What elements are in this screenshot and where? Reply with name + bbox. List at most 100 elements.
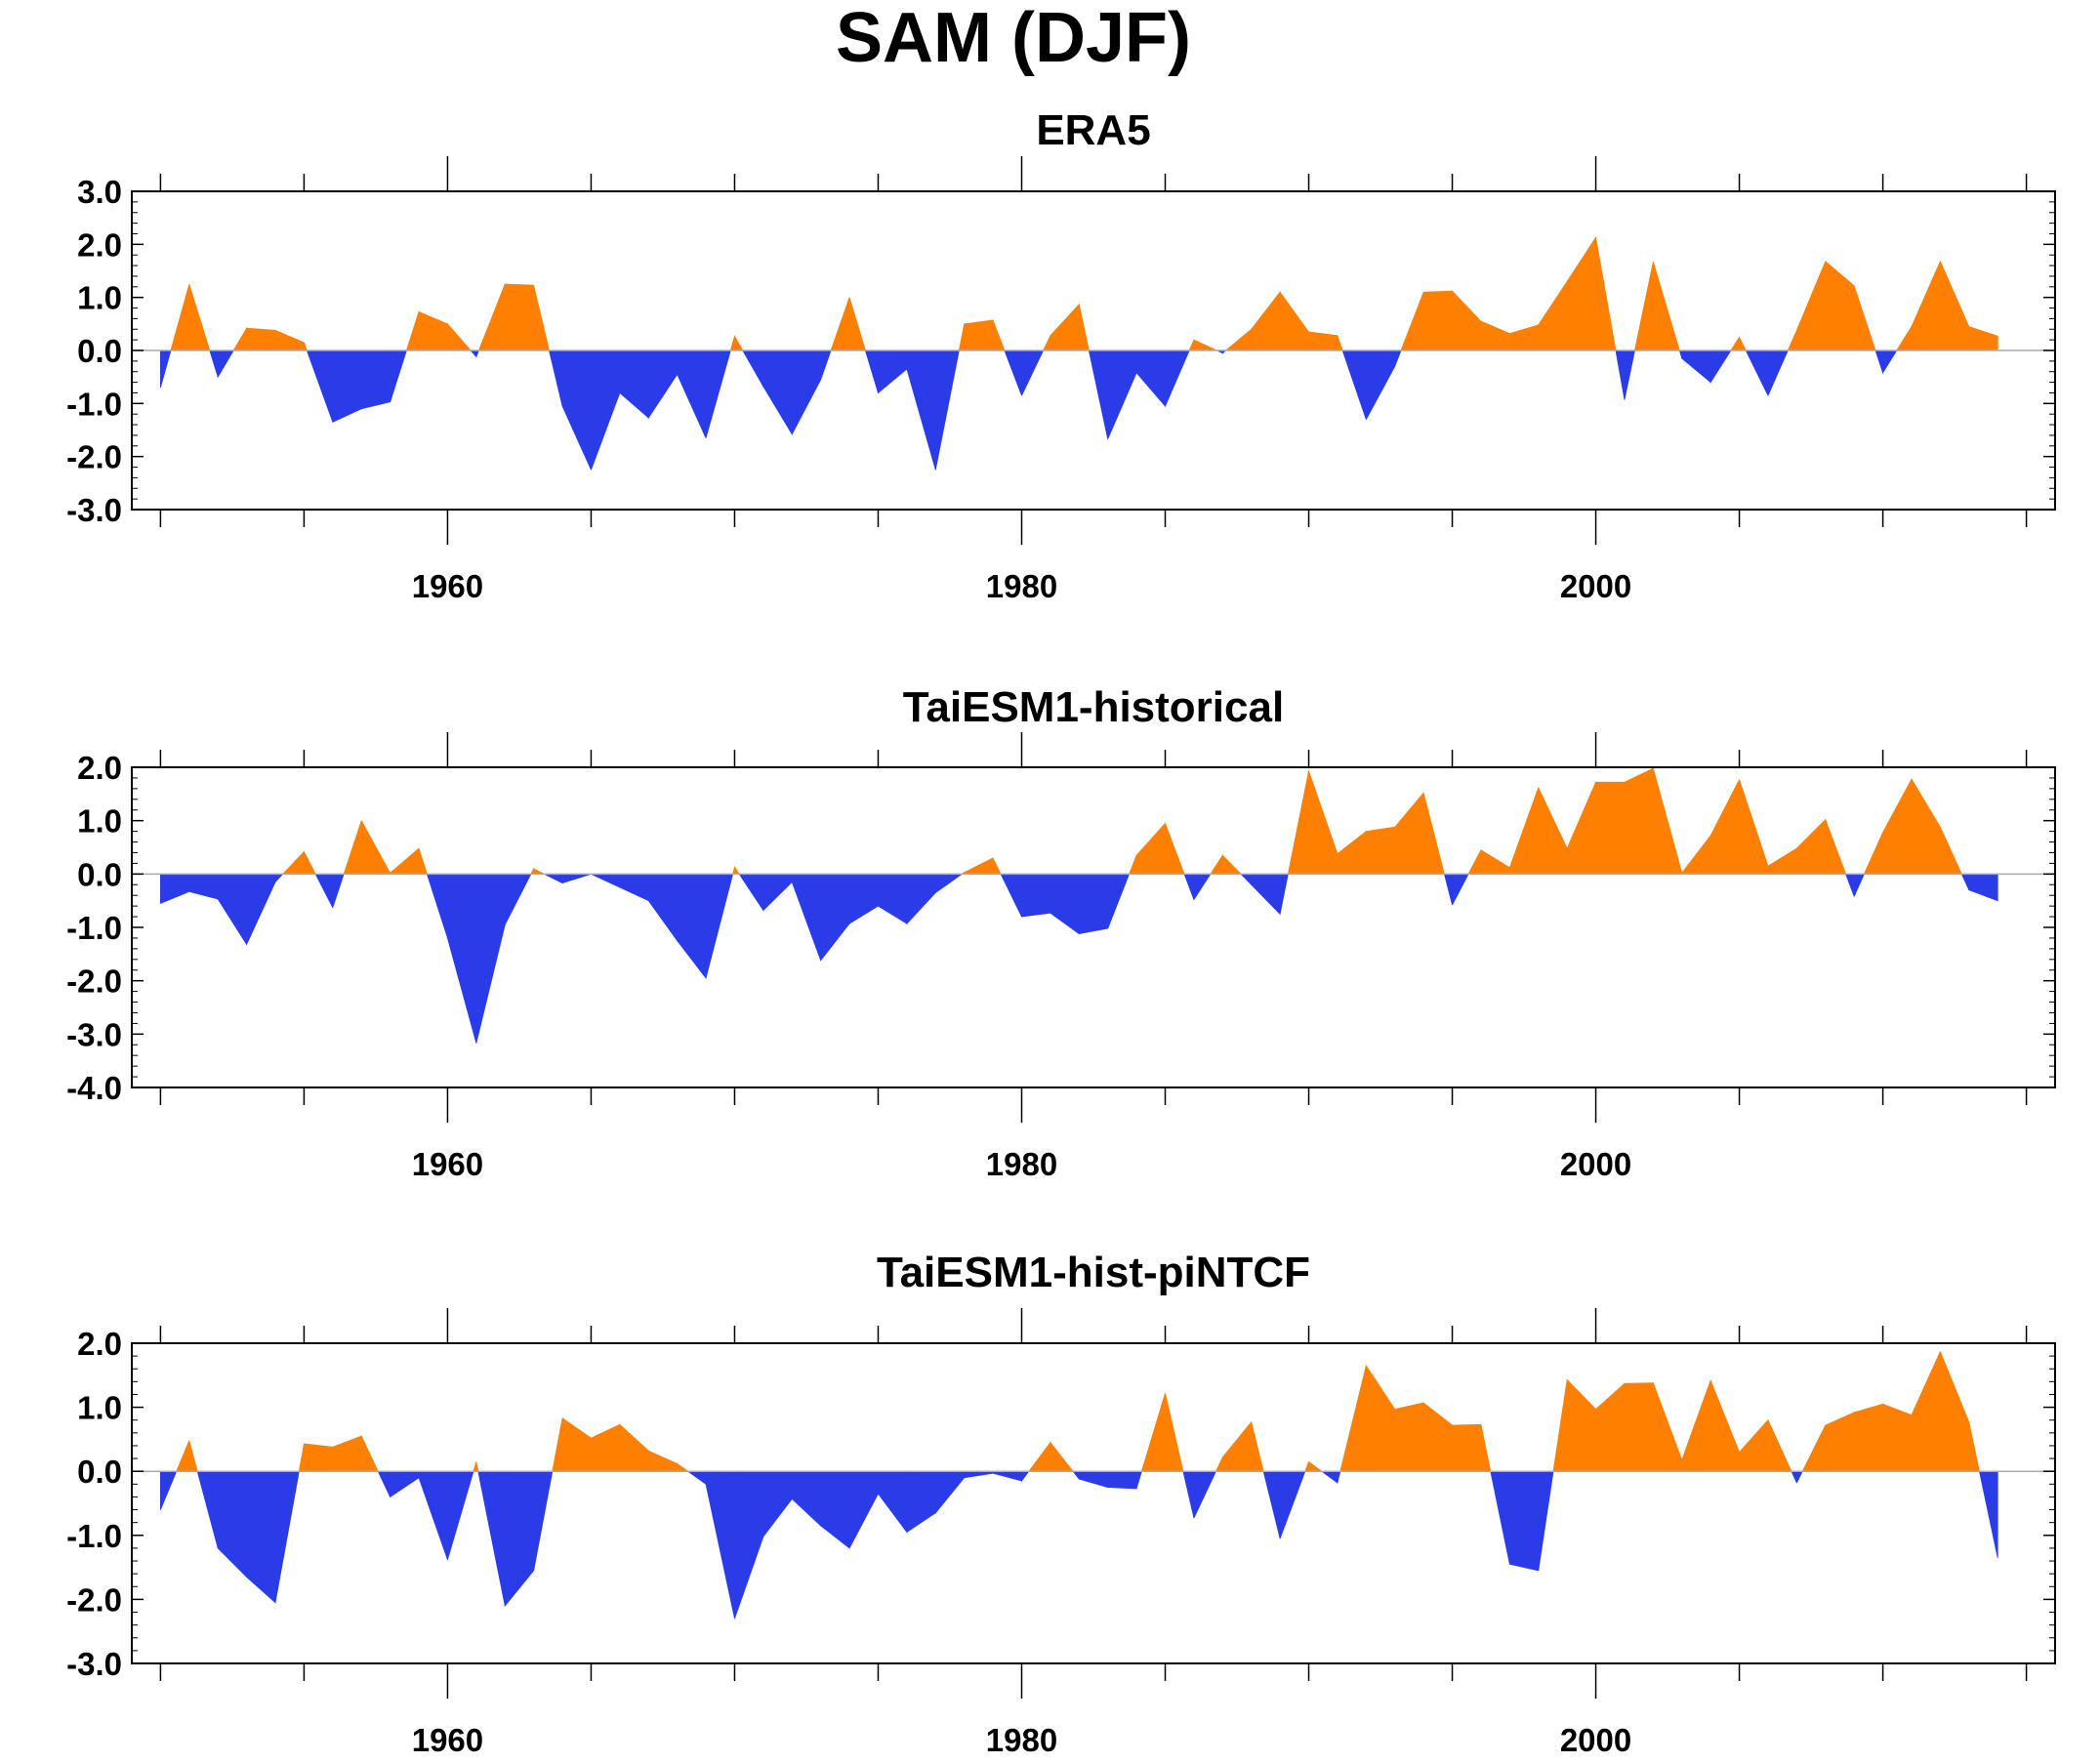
negative-area xyxy=(447,873,477,1044)
positive-area xyxy=(1787,330,1797,351)
positive-area xyxy=(1140,1393,1166,1472)
positive-area xyxy=(1624,767,1654,875)
positive-area xyxy=(1767,1419,1792,1472)
positive-area xyxy=(473,1461,477,1472)
negative-area xyxy=(160,349,172,389)
positive-area xyxy=(1681,1379,1711,1472)
negative-area xyxy=(274,873,284,883)
positive-area xyxy=(1339,1365,1367,1472)
positive-area xyxy=(1050,303,1080,351)
positive-area xyxy=(591,1423,621,1472)
negative-area xyxy=(1490,1470,1510,1565)
positive-area xyxy=(1681,834,1711,875)
x-tick-label: 2000 xyxy=(1560,1722,1631,1758)
negative-area xyxy=(906,1470,936,1534)
positive-area xyxy=(176,1440,190,1472)
positive-area xyxy=(360,820,391,875)
positive-area xyxy=(677,1462,689,1472)
positive-area xyxy=(1795,818,1827,875)
negative-area xyxy=(686,1470,707,1486)
panel-era5: ERA5 -3.0 -2.0 -1.0 0.0 1.0 2.0 3.0 1960 1980 200… xyxy=(66,106,2056,604)
negative-area xyxy=(1107,349,1137,439)
positive-area xyxy=(958,323,966,351)
positive-area xyxy=(1129,855,1137,875)
negative-area xyxy=(878,349,908,394)
positive-area xyxy=(1825,1412,1855,1472)
positive-area xyxy=(1939,1351,1970,1472)
negative-area xyxy=(426,873,448,939)
positive-area xyxy=(1251,291,1281,351)
negative-area xyxy=(820,349,832,381)
negative-area xyxy=(1443,873,1453,906)
positive-area xyxy=(1595,1382,1626,1472)
negative-area xyxy=(188,873,219,900)
x-tick-label: 1960 xyxy=(412,1146,483,1182)
negative-area xyxy=(1874,349,1883,373)
negative-area xyxy=(217,1470,248,1578)
negative-area xyxy=(274,1470,300,1603)
positive-area xyxy=(232,326,248,351)
positive-area xyxy=(304,342,308,351)
negative-area xyxy=(1365,349,1396,420)
positive-area xyxy=(619,1423,649,1472)
negative-area xyxy=(992,1470,1022,1482)
y-tick-label: -4.0 xyxy=(66,1070,122,1106)
positive-area xyxy=(1279,290,1309,351)
positive-area xyxy=(1480,320,1510,351)
positive-area xyxy=(734,865,740,875)
positive-area xyxy=(552,1417,563,1472)
positive-area xyxy=(1394,792,1424,875)
negative-area xyxy=(1279,1470,1306,1539)
positive-area xyxy=(1251,1421,1264,1472)
negative-area xyxy=(377,1470,391,1497)
positive-area xyxy=(1042,335,1051,351)
x-tick-label: 1980 xyxy=(986,568,1057,604)
positive-area xyxy=(992,319,1006,351)
positive-area xyxy=(830,297,850,351)
positive-area xyxy=(1165,1393,1184,1472)
positive-area xyxy=(1400,292,1424,351)
panel-title-taiesm1-historical: TaiESM1-historical xyxy=(903,683,1284,731)
positive-area xyxy=(1422,793,1445,875)
negative-area xyxy=(762,873,793,912)
positive-area xyxy=(1825,260,1855,351)
y-tick-label: -1.0 xyxy=(66,1518,122,1554)
positive-area xyxy=(1365,826,1396,875)
plot-era5: -3.0 -2.0 -1.0 0.0 1.0 2.0 3.0 1960 1980 2000 xyxy=(66,156,2056,604)
positive-area xyxy=(1467,849,1482,875)
positive-area xyxy=(647,1450,679,1472)
positive-area xyxy=(530,868,535,875)
negative-area xyxy=(734,1470,764,1620)
negative-area xyxy=(934,1470,966,1514)
negative-area xyxy=(820,873,850,963)
negative-area xyxy=(1262,1470,1281,1539)
negative-area xyxy=(1791,1470,1797,1484)
positive-area xyxy=(447,322,473,351)
negative-area xyxy=(306,349,334,423)
negative-area xyxy=(217,873,248,946)
negative-area xyxy=(533,1470,554,1571)
positive-area xyxy=(1452,290,1482,351)
negative-area xyxy=(906,349,936,471)
negative-area xyxy=(1135,1470,1142,1490)
negative-area xyxy=(314,873,334,908)
negative-area xyxy=(1000,873,1022,918)
positive-area xyxy=(1652,767,1683,875)
positive-area xyxy=(1508,324,1540,351)
positive-area xyxy=(1422,290,1453,351)
positive-area xyxy=(418,310,448,351)
negative-area xyxy=(1745,349,1769,396)
positive-area xyxy=(1308,770,1338,875)
positive-area xyxy=(1939,261,1970,351)
y-tick-label: 0.0 xyxy=(77,856,122,892)
positive-area xyxy=(1739,1418,1769,1472)
positive-area xyxy=(1365,1364,1396,1472)
negative-area xyxy=(1078,1470,1109,1489)
positive-area xyxy=(1135,822,1166,875)
negative-area xyxy=(1709,349,1732,384)
y-tick-label: 2.0 xyxy=(77,750,122,786)
plot-frame xyxy=(131,1342,2056,1664)
negative-area xyxy=(561,873,592,884)
negative-area xyxy=(791,1470,822,1527)
